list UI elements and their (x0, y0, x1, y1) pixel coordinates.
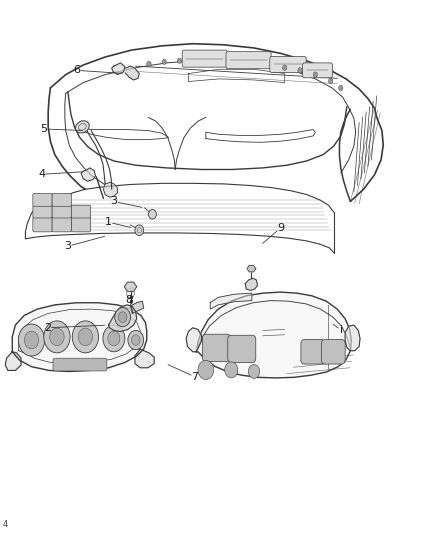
FancyBboxPatch shape (52, 205, 71, 218)
FancyBboxPatch shape (182, 50, 227, 67)
Ellipse shape (75, 121, 89, 133)
Circle shape (313, 72, 318, 77)
Circle shape (44, 321, 70, 353)
Polygon shape (247, 265, 256, 272)
Circle shape (148, 209, 156, 219)
Circle shape (131, 335, 140, 345)
Circle shape (103, 325, 125, 352)
Text: 6: 6 (73, 66, 80, 75)
Circle shape (78, 328, 93, 345)
Circle shape (147, 61, 151, 67)
FancyBboxPatch shape (71, 205, 91, 218)
Circle shape (24, 331, 39, 349)
Circle shape (339, 85, 343, 91)
Text: 4: 4 (38, 169, 45, 179)
Circle shape (198, 360, 214, 379)
Circle shape (283, 65, 287, 70)
Text: 9: 9 (277, 223, 284, 233)
FancyBboxPatch shape (33, 217, 52, 232)
Circle shape (72, 321, 99, 353)
FancyBboxPatch shape (228, 335, 256, 362)
Polygon shape (81, 168, 95, 181)
Circle shape (118, 312, 127, 322)
Text: 1: 1 (105, 217, 112, 227)
Polygon shape (103, 182, 117, 197)
FancyBboxPatch shape (53, 358, 107, 371)
FancyBboxPatch shape (202, 334, 230, 361)
Polygon shape (196, 292, 351, 378)
Circle shape (128, 330, 144, 350)
Text: 2: 2 (44, 323, 51, 333)
FancyBboxPatch shape (270, 56, 306, 72)
Polygon shape (125, 66, 139, 80)
FancyBboxPatch shape (33, 193, 52, 206)
Polygon shape (5, 352, 21, 370)
FancyBboxPatch shape (52, 193, 71, 206)
Polygon shape (186, 328, 201, 352)
Circle shape (115, 308, 131, 327)
Polygon shape (12, 303, 147, 372)
FancyBboxPatch shape (226, 52, 271, 69)
Circle shape (328, 78, 333, 84)
Text: 5: 5 (40, 124, 47, 134)
Circle shape (18, 324, 45, 356)
Text: i: i (340, 326, 343, 335)
Circle shape (162, 59, 166, 64)
Text: 3: 3 (64, 241, 71, 251)
Polygon shape (135, 349, 154, 368)
FancyBboxPatch shape (71, 217, 91, 232)
FancyBboxPatch shape (33, 205, 52, 218)
Polygon shape (210, 293, 252, 309)
Text: 4: 4 (2, 520, 7, 529)
Circle shape (135, 225, 144, 236)
Circle shape (50, 328, 64, 345)
Circle shape (248, 365, 260, 378)
Circle shape (108, 331, 120, 346)
Polygon shape (112, 63, 125, 75)
Polygon shape (109, 305, 137, 332)
Text: 8: 8 (126, 295, 133, 304)
Polygon shape (245, 278, 258, 290)
Polygon shape (131, 301, 144, 313)
FancyBboxPatch shape (303, 63, 332, 78)
Circle shape (225, 362, 238, 378)
Text: 7: 7 (191, 372, 198, 382)
Circle shape (177, 58, 182, 63)
FancyBboxPatch shape (52, 217, 71, 232)
FancyBboxPatch shape (321, 340, 345, 364)
Polygon shape (124, 282, 137, 292)
Polygon shape (345, 325, 360, 351)
FancyBboxPatch shape (301, 340, 325, 364)
Text: 3: 3 (110, 197, 117, 206)
Circle shape (298, 68, 302, 73)
